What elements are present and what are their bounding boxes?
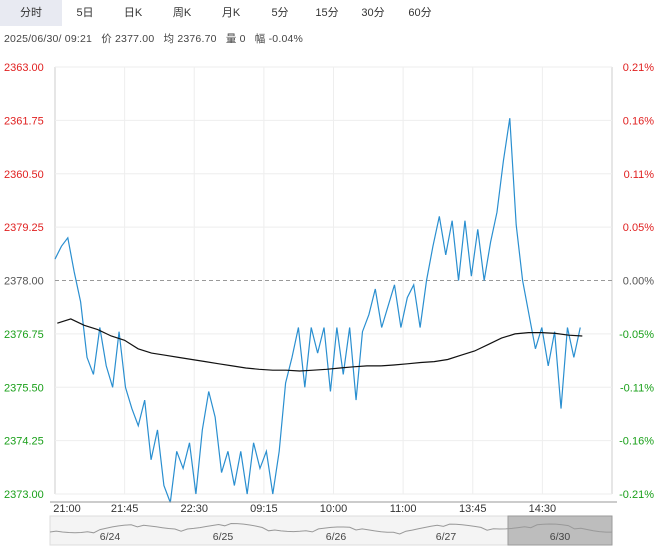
y-tick-label: 2376.75 bbox=[4, 329, 44, 341]
percent-tick-label: 0.16% bbox=[623, 115, 654, 127]
navigator-date-label: 6/27 bbox=[436, 531, 457, 543]
y-tick-label: 2361.75 bbox=[4, 115, 44, 127]
tab-60min[interactable]: 60分 bbox=[408, 7, 432, 19]
x-tick-label: 13:45 bbox=[459, 503, 487, 515]
y-tick-label: 2379.25 bbox=[4, 222, 44, 234]
quote-volume: 量 0 bbox=[225, 33, 246, 45]
x-tick-label: 11:00 bbox=[390, 503, 417, 515]
x-tick-label: 22:30 bbox=[180, 503, 208, 515]
x-tick-label: 14:30 bbox=[529, 503, 557, 515]
tab-weekly-k[interactable]: 周K bbox=[172, 7, 192, 19]
percent-tick-label: -0.21% bbox=[619, 489, 654, 501]
x-tick-label: 21:00 bbox=[53, 503, 81, 515]
tab-monthly-k[interactable]: 月K bbox=[221, 7, 241, 19]
x-tick-label: 09:15 bbox=[250, 503, 278, 515]
percent-tick-label: 0.11% bbox=[624, 169, 655, 181]
y-tick-label: 2363.00 bbox=[4, 62, 44, 74]
x-tick-label: 21:45 bbox=[111, 503, 139, 515]
period-tabs: 分时 5日 日K 周K 月K 5分 15分 30分 60分 bbox=[0, 0, 658, 26]
tab-intraday[interactable]: 分时 bbox=[0, 0, 62, 26]
quote-average: 均 2376.70 bbox=[163, 33, 217, 45]
percent-tick-label: -0.05% bbox=[619, 329, 654, 341]
tab-30min[interactable]: 30分 bbox=[361, 7, 385, 19]
percent-tick-label: 0.00% bbox=[623, 276, 654, 288]
navigator-date-label: 6/26 bbox=[326, 531, 347, 543]
price-line bbox=[54, 118, 581, 503]
y-tick-label: 2373.00 bbox=[4, 489, 44, 501]
average-price-line bbox=[57, 318, 583, 372]
x-tick-label: 10:00 bbox=[320, 503, 348, 515]
navigator-date-label: 6/30 bbox=[550, 531, 571, 543]
tab-5day[interactable]: 5日 bbox=[76, 7, 94, 19]
quote-price: 价 2377.00 bbox=[101, 33, 155, 45]
quote-info-line: 2025/06/30/ 09:21 价 2377.00 均 2376.70 量 … bbox=[4, 31, 309, 46]
percent-tick-label: 0.05% bbox=[623, 222, 654, 234]
y-tick-label: 2375.50 bbox=[4, 382, 44, 394]
y-tick-label: 2378.00 bbox=[4, 276, 44, 288]
y-tick-label: 2360.50 bbox=[4, 169, 44, 181]
navigator-date-label: 6/25 bbox=[213, 531, 234, 543]
y-tick-label: 2374.25 bbox=[4, 436, 44, 448]
tab-daily-k[interactable]: 日K bbox=[123, 7, 143, 19]
navigator-series bbox=[49, 522, 612, 535]
percent-tick-label: 0.21% bbox=[623, 62, 654, 74]
percent-tick-label: -0.16% bbox=[619, 436, 654, 448]
tab-5min[interactable]: 5分 bbox=[271, 7, 289, 19]
tab-15min[interactable]: 15分 bbox=[315, 7, 339, 19]
navigator-date-label: 6/24 bbox=[100, 531, 121, 543]
quote-datetime: 2025/06/30/ 09:21 bbox=[4, 33, 93, 45]
quote-change: 幅 -0.04% bbox=[254, 33, 304, 45]
percent-tick-label: -0.11% bbox=[620, 382, 654, 394]
